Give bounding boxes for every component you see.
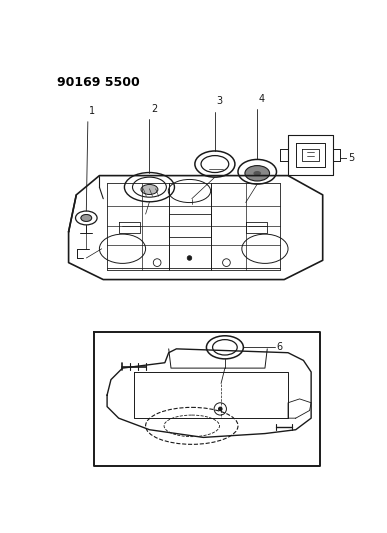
Ellipse shape xyxy=(245,166,270,181)
Circle shape xyxy=(218,407,223,411)
Ellipse shape xyxy=(81,214,92,221)
Text: 3: 3 xyxy=(216,96,223,106)
Text: 90169 5500: 90169 5500 xyxy=(57,76,140,90)
Text: 4: 4 xyxy=(259,94,265,104)
Ellipse shape xyxy=(253,171,261,175)
Ellipse shape xyxy=(201,156,229,173)
Text: 2: 2 xyxy=(151,104,157,114)
Ellipse shape xyxy=(212,340,237,355)
Circle shape xyxy=(187,256,192,260)
Text: 1: 1 xyxy=(89,106,96,116)
Ellipse shape xyxy=(141,184,158,195)
Text: 6: 6 xyxy=(276,342,283,352)
Text: 5: 5 xyxy=(348,153,354,163)
